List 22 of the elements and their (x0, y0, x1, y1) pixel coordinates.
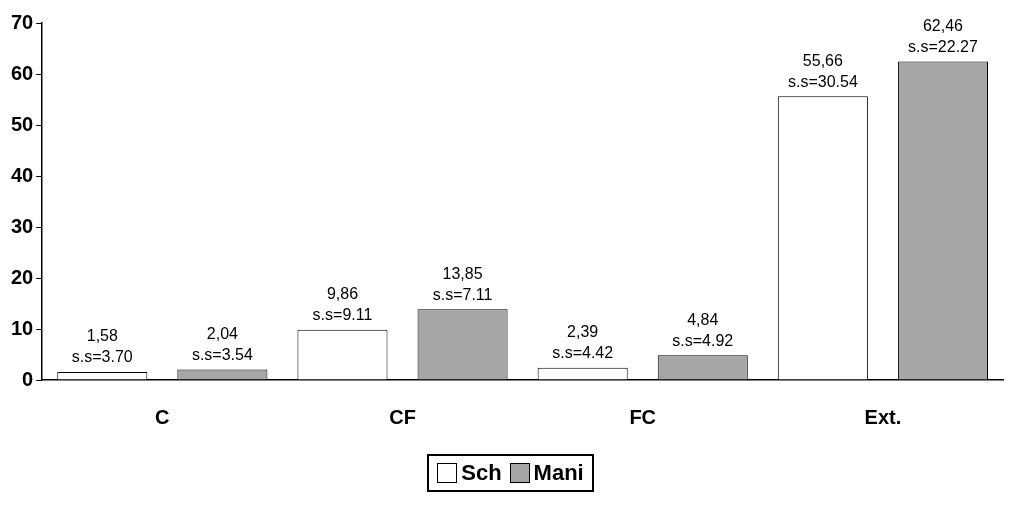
data-label: 1,58 s.s=3.70 (71, 327, 133, 366)
data-label: 13,85 s.s=7.11 (432, 264, 493, 303)
y-tick-label: 20 (11, 265, 34, 288)
y-tick-label: 60 (11, 61, 34, 84)
data-label: 9,86 s.s=9.11 (312, 285, 373, 324)
data-label: 2,04 s.s=3.54 (191, 325, 253, 363)
y-tick-label: 70 (11, 10, 34, 33)
legend-label: Mani (533, 460, 584, 486)
x-tick-label: CF (389, 405, 416, 428)
y-tick-label: 30 (11, 214, 34, 237)
data-label: 2,39 s.s=4.42 (552, 323, 614, 362)
y-tick-label: 10 (11, 316, 34, 339)
y-tick-label: 40 (11, 163, 34, 186)
y-tick-label: 0 (22, 367, 34, 390)
x-tick-label: FC (629, 405, 657, 428)
data-label: 62,46 s.s=22.27 (908, 16, 978, 55)
data-label: 55,66 s.s=30.54 (787, 51, 858, 90)
data-label: 4,84 s.s=4.92 (672, 310, 734, 349)
x-tick-label: Ext. (864, 405, 902, 428)
x-tick-label: C (155, 405, 170, 428)
legend-label: Sch (461, 460, 502, 486)
y-tick-label: 50 (11, 112, 34, 135)
